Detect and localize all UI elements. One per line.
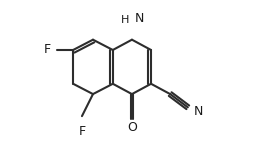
Text: N: N [194,105,203,118]
Text: F: F [44,44,51,56]
Text: N: N [135,12,144,25]
Text: O: O [127,121,137,134]
Text: F: F [78,125,85,138]
Text: H: H [121,15,130,25]
